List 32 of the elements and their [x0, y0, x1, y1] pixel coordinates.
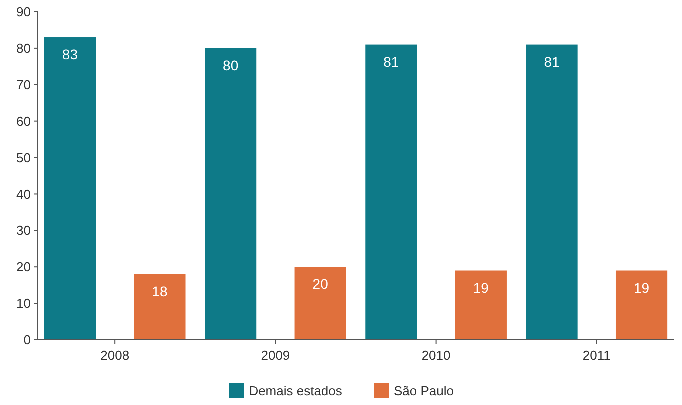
data-label: 81: [384, 54, 400, 70]
data-label: 83: [62, 46, 78, 63]
data-label: 19: [634, 280, 650, 296]
bar: [205, 48, 257, 340]
x-tick-label: 2011: [582, 348, 611, 363]
legend-label: São Paulo: [394, 384, 454, 399]
data-label: 81: [544, 54, 560, 70]
y-tick-label: 90: [16, 4, 31, 20]
y-tick-label: 0: [24, 332, 31, 348]
bar: [526, 44, 578, 340]
x-tick-label: 2009: [261, 348, 290, 363]
y-tick-label: 10: [16, 296, 31, 312]
bar: [294, 267, 346, 340]
y-tick-label: 60: [16, 114, 31, 129]
data-label: 20: [312, 276, 329, 292]
x-tick-label: 2010: [422, 348, 451, 363]
y-tick-label: 80: [16, 40, 31, 56]
bar: [134, 274, 186, 340]
y-tick-label: 20: [16, 260, 31, 275]
bar: [44, 38, 96, 340]
bar: [366, 44, 418, 340]
bar: [455, 270, 507, 340]
legend-label: Demais estados: [249, 384, 343, 399]
data-label: 18: [152, 283, 168, 300]
bar: [616, 270, 668, 340]
y-tick-label: 40: [16, 186, 31, 202]
y-tick-label: 70: [16, 77, 31, 92]
x-tick-label: 2008: [100, 348, 130, 363]
y-tick-label: 50: [16, 150, 31, 166]
y-tick-label: 30: [16, 223, 31, 238]
data-label: 80: [223, 57, 239, 74]
data-label: 19: [473, 280, 490, 296]
